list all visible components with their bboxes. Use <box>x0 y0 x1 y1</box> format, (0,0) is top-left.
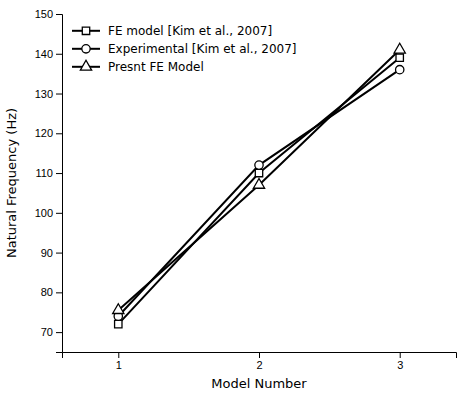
legend-item: FE model [Kim et al., 2007] <box>72 24 272 38</box>
tick-label: 80 <box>41 286 53 298</box>
tick-mark <box>259 352 260 358</box>
tick-mark <box>56 213 62 214</box>
tick-mark <box>56 133 62 134</box>
chart: 1 2 3 70 80 90 100 110 120 130 140 150 Model Number N… <box>0 0 472 398</box>
point <box>396 65 404 73</box>
tick-label: 130 <box>35 88 53 100</box>
legend-item: Presnt FE Model <box>72 60 204 74</box>
legend-symbol <box>80 60 91 70</box>
tick-label: 100 <box>35 207 53 219</box>
tick-mark <box>56 253 62 254</box>
legend-item: Experimental [Kim et al., 2007] <box>72 42 296 56</box>
series-line <box>118 70 399 317</box>
tick: 150 <box>35 8 62 20</box>
tick: 3 <box>397 352 403 371</box>
tick-mark <box>56 14 62 15</box>
tick: 100 <box>35 207 62 219</box>
point <box>255 161 263 169</box>
legend-label: Experimental [Kim et al., 2007] <box>108 42 296 56</box>
series-line <box>118 50 399 310</box>
point <box>113 304 124 314</box>
series-line <box>118 58 399 324</box>
tick: 70 <box>41 326 62 338</box>
tick: 80 <box>41 286 62 298</box>
point <box>396 54 403 61</box>
tick-mark <box>118 352 119 358</box>
tick: 110 <box>35 167 62 179</box>
tick: 140 <box>35 48 62 60</box>
axis-line <box>63 353 457 359</box>
tick-label: 3 <box>397 359 403 371</box>
y-axis-title: Natural Frequency (Hz) <box>4 108 19 258</box>
point <box>253 178 264 188</box>
plot-area <box>113 43 406 328</box>
legend-label: FE model [Kim et al., 2007] <box>108 24 272 38</box>
tick-mark <box>56 332 62 333</box>
tick: 1 <box>116 352 122 371</box>
tick: 2 <box>256 352 262 371</box>
axis-line <box>56 15 63 353</box>
tick-mark <box>400 352 401 358</box>
tick-label: 120 <box>35 127 53 139</box>
y-axis: 70 80 90 100 110 120 130 140 150 <box>35 8 63 352</box>
legend: FE model [Kim et al., 2007] Experimental … <box>72 24 296 74</box>
tick-mark <box>56 173 62 174</box>
tick-label: 2 <box>256 359 262 371</box>
tick-label: 110 <box>35 167 53 179</box>
tick: 120 <box>35 127 62 139</box>
tick: 90 <box>41 247 62 259</box>
tick-mark <box>56 94 62 95</box>
tick: 130 <box>35 88 62 100</box>
x-axis-title: Model Number <box>211 376 307 391</box>
tick-mark <box>56 54 62 55</box>
point <box>115 320 122 327</box>
legend-symbol <box>82 27 89 34</box>
tick-label: 150 <box>35 8 53 20</box>
tick-label: 90 <box>41 247 53 259</box>
x-axis: 1 2 3 <box>63 352 457 371</box>
tick-label: 1 <box>116 359 122 371</box>
tick-label: 140 <box>35 48 53 60</box>
tick-label: 70 <box>41 326 53 338</box>
legend-symbol <box>82 45 90 53</box>
legend-label: Presnt FE Model <box>108 60 204 74</box>
point <box>255 169 262 176</box>
tick-mark <box>56 292 62 293</box>
point <box>394 43 405 53</box>
